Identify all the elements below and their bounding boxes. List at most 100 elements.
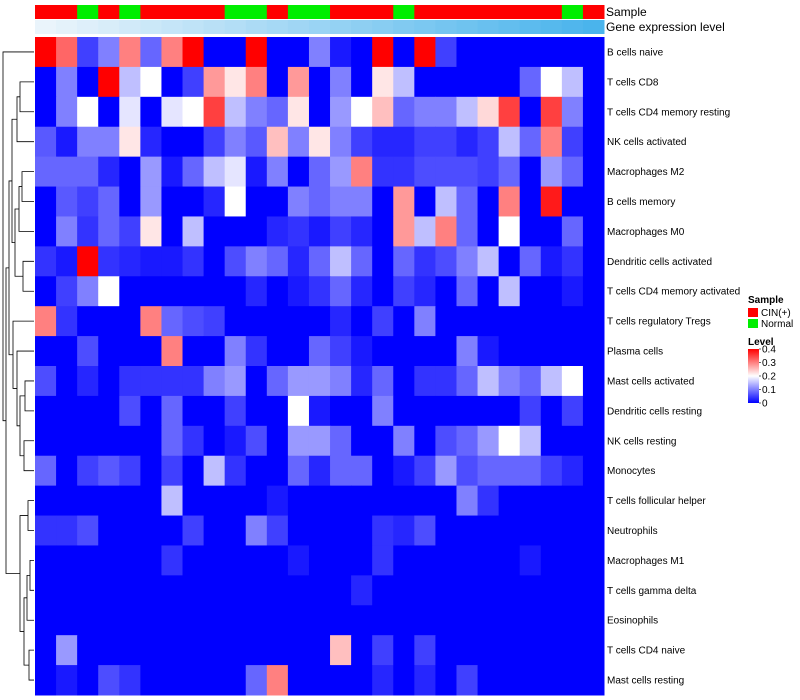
- heatmap-cell: [561, 515, 584, 546]
- heatmap-cell: [224, 366, 247, 397]
- heatmap-cell: [372, 605, 394, 636]
- row-label: T cells regulatory Tregs: [607, 317, 711, 328]
- heatmap-cell: [414, 156, 436, 188]
- legend-entry-cin: CIN(+): [761, 308, 791, 319]
- heatmap-cell: [308, 156, 331, 188]
- sample-annotation-bar: [35, 5, 605, 19]
- dendrogram-branch: [5, 267, 20, 574]
- legend-title-level: Level: [748, 337, 774, 348]
- expression-cell: [245, 20, 268, 34]
- heatmap-cell: [182, 515, 205, 546]
- heatmap-cell: [98, 306, 120, 337]
- heatmap-cell: [245, 156, 268, 188]
- heatmap-cell: [414, 96, 436, 128]
- heatmap-cell: [372, 276, 394, 307]
- heatmap-cell: [203, 635, 226, 666]
- heatmap-cell: [477, 216, 500, 247]
- heatmap-cell: [372, 156, 394, 188]
- heatmap-cell: [372, 246, 394, 277]
- legend-tick-label: 0.1: [762, 385, 776, 396]
- heatmap-cell: [435, 246, 457, 277]
- heatmap-cell: [582, 246, 605, 277]
- heatmap-cell: [98, 276, 120, 307]
- expression-cell: [203, 20, 226, 34]
- heatmap-cell: [435, 276, 457, 307]
- heatmap-cell: [330, 366, 352, 397]
- heatmap-cell: [308, 336, 331, 367]
- heatmap-cells: [35, 37, 605, 696]
- heatmap-cell: [477, 276, 500, 307]
- heatmap-cell: [98, 37, 120, 68]
- legend-tick-label: 0.3: [762, 358, 776, 369]
- heatmap-cell: [77, 455, 99, 487]
- heatmap-cell: [161, 665, 184, 696]
- heatmap-cell: [287, 425, 310, 457]
- sample-cell: [119, 5, 141, 19]
- heatmap-cell: [308, 186, 331, 217]
- heatmap-cell: [308, 395, 331, 427]
- heatmap-cell: [393, 246, 415, 277]
- heatmap-cell: [519, 366, 542, 397]
- heatmap-cell: [98, 336, 120, 367]
- heatmap-cell: [393, 366, 415, 397]
- expression-cell: [519, 20, 542, 34]
- heatmap-cell: [477, 306, 500, 337]
- heatmap-cell: [77, 216, 99, 247]
- heatmap-cell: [35, 216, 57, 247]
- heatmap-cell: [245, 366, 268, 397]
- expression-cell: [393, 20, 415, 34]
- heatmap-cell: [266, 246, 289, 277]
- heatmap-cell: [203, 485, 226, 517]
- heatmap-cell: [456, 575, 479, 606]
- heatmap-cell: [414, 515, 436, 546]
- expression-cell: [224, 20, 247, 34]
- heatmap-cell: [561, 156, 584, 188]
- heatmap-cell: [372, 545, 394, 576]
- heatmap-cell: [35, 635, 57, 666]
- heatmap-cell: [435, 126, 457, 158]
- row-label: NK cells resting: [607, 436, 676, 447]
- heatmap-cell: [56, 575, 78, 606]
- heatmap-cell: [351, 126, 373, 158]
- heatmap-cell: [161, 96, 184, 128]
- heatmap-cell: [203, 455, 226, 487]
- sample-cell: [161, 5, 184, 19]
- heatmap-cell: [540, 126, 563, 158]
- heatmap-cell: [330, 635, 352, 666]
- heatmap-cell: [119, 635, 141, 666]
- heatmap-cell: [77, 425, 99, 457]
- heatmap-cell: [77, 186, 99, 217]
- heatmap-cell: [56, 96, 78, 128]
- heatmap-cell: [498, 66, 521, 98]
- heatmap-cell: [498, 156, 521, 188]
- heatmap-cell: [582, 306, 605, 337]
- heatmap-cell: [98, 126, 120, 158]
- expression-cell: [561, 20, 584, 34]
- heatmap-cell: [56, 635, 78, 666]
- heatmap-cell: [582, 485, 605, 517]
- heatmap-cell: [140, 216, 162, 247]
- heatmap-cell: [140, 336, 162, 367]
- heatmap-cell: [308, 515, 331, 546]
- heatmap-cell: [561, 186, 584, 217]
- heatmap-cell: [182, 96, 205, 128]
- heatmap-cell: [540, 276, 563, 307]
- heatmap-cell: [372, 395, 394, 427]
- heatmap-cell: [56, 156, 78, 188]
- row-dendrogram: [2, 51, 34, 681]
- heatmap-cell: [56, 216, 78, 247]
- heatmap-cell: [182, 336, 205, 367]
- heatmap-cell: [119, 485, 141, 517]
- heatmap-cell: [414, 575, 436, 606]
- heatmap-cell: [224, 425, 247, 457]
- heatmap-cell: [519, 246, 542, 277]
- heatmap-cell: [56, 336, 78, 367]
- heatmap-cell: [351, 425, 373, 457]
- heatmap-cell: [77, 156, 99, 188]
- heatmap-cell: [140, 66, 162, 98]
- heatmap-cell: [477, 395, 500, 427]
- row-label: Macrophages M0: [607, 227, 685, 238]
- heatmap-cell: [393, 66, 415, 98]
- heatmap-cell: [582, 186, 605, 217]
- heatmap-cell: [498, 395, 521, 427]
